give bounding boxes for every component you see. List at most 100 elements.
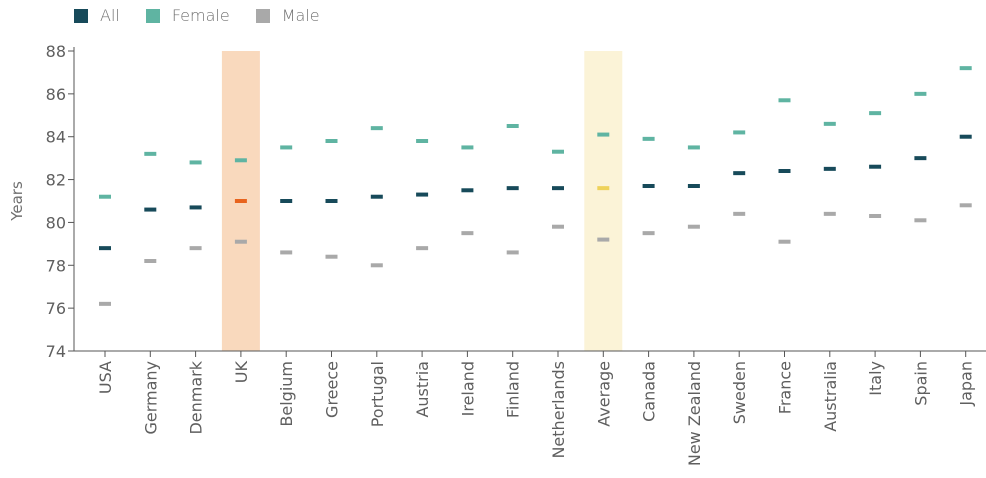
marker-all-belgium [280, 199, 293, 203]
x-tick-label: Germany [141, 361, 160, 435]
x-tick-label: Austria [413, 361, 432, 418]
legend-label-male: Male [281, 6, 320, 25]
marker-all-italy [869, 164, 882, 169]
marker-female-belgium [280, 145, 293, 150]
marker-all-ireland [461, 188, 474, 193]
marker-female-austria [416, 139, 429, 143]
marker-female-denmark [189, 160, 202, 165]
y-tick-label: 80 [46, 213, 66, 232]
marker-all-average [597, 186, 610, 191]
marker-male-new-zealand [687, 224, 700, 229]
x-tick-label: Canada [640, 361, 659, 422]
marker-all-finland [506, 186, 519, 191]
x-tick-label: Netherlands [549, 361, 568, 459]
marker-male-usa [99, 301, 111, 306]
highlight-band-average [584, 51, 623, 351]
marker-male-australia [823, 211, 836, 216]
legend: All Female Male [74, 6, 320, 25]
x-tick-label: Italy [866, 361, 885, 396]
marker-male-netherlands [552, 224, 564, 229]
marker-all-japan [959, 134, 972, 139]
marker-all-greece [325, 199, 338, 203]
marker-male-portugal [370, 263, 383, 268]
marker-all-sweden [733, 171, 746, 176]
marker-all-france [778, 169, 791, 173]
marker-male-uk [234, 239, 247, 244]
x-tick-label: Denmark [187, 360, 206, 434]
marker-all-new-zealand [687, 184, 700, 188]
marker-female-ireland [461, 145, 474, 150]
x-tick-label: Belgium [277, 361, 296, 427]
x-tick-label: Portugal [368, 361, 387, 427]
x-tick-label: Sweden [730, 361, 749, 424]
marker-all-netherlands [552, 186, 564, 191]
y-tick-label: 76 [46, 299, 66, 318]
marker-male-finland [506, 250, 519, 255]
x-tick-label: France [776, 361, 795, 414]
marker-female-germany [144, 151, 157, 156]
marker-male-denmark [189, 246, 202, 251]
legend-item-female: Female [145, 6, 230, 25]
y-tick-label: 88 [46, 42, 66, 61]
marker-female-italy [869, 111, 882, 116]
marker-female-uk [234, 158, 247, 163]
marker-female-netherlands [552, 149, 564, 154]
marker-male-greece [325, 254, 338, 259]
marker-female-sweden [733, 130, 746, 135]
x-tick-label: New Zealand [685, 361, 704, 466]
x-tick-label: Ireland [458, 361, 477, 416]
marker-female-greece [325, 139, 338, 143]
y-tick-label: 84 [46, 128, 66, 147]
legend-item-male: Male [255, 6, 320, 25]
marker-all-germany [144, 207, 157, 212]
x-tick-label: Spain [911, 361, 930, 406]
marker-male-sweden [733, 211, 746, 216]
x-tick-label: Greece [323, 361, 342, 418]
x-tick-label: UK [232, 360, 251, 383]
marker-all-uk [234, 199, 247, 203]
marker-all-portugal [370, 194, 383, 199]
marker-female-average [597, 132, 610, 137]
marker-female-australia [823, 121, 836, 126]
marker-female-france [778, 98, 791, 103]
marker-male-austria [416, 246, 429, 251]
legend-item-all: All [74, 6, 120, 25]
marker-female-finland [506, 124, 519, 128]
marker-female-new-zealand [687, 145, 700, 150]
y-tick-label: 86 [46, 85, 66, 104]
y-axis-title: Years [8, 181, 26, 222]
marker-female-usa [99, 194, 111, 199]
y-tick-label: 74 [46, 342, 66, 361]
x-tick-label: Australia [821, 361, 840, 432]
marker-all-spain [914, 156, 927, 161]
marker-male-ireland [461, 231, 474, 236]
y-tick-label: 78 [46, 256, 66, 275]
legend-label-female: Female [171, 6, 230, 25]
marker-male-spain [914, 218, 927, 223]
marker-female-canada [642, 136, 655, 141]
y-tick-label: 82 [46, 171, 66, 190]
marker-male-france [778, 239, 791, 244]
marker-male-germany [144, 259, 157, 263]
legend-swatch-female [145, 8, 160, 23]
marker-all-denmark [189, 205, 202, 210]
marker-male-average [597, 237, 610, 242]
marker-female-portugal [370, 126, 383, 131]
legend-swatch-all [74, 8, 88, 23]
marker-male-italy [869, 214, 882, 218]
marker-all-canada [642, 184, 655, 188]
marker-all-usa [99, 246, 111, 251]
legend-swatch-male [255, 8, 270, 23]
marker-female-spain [914, 91, 927, 96]
marker-male-canada [642, 231, 655, 236]
marker-female-japan [959, 66, 972, 71]
x-tick-label: Finland [504, 361, 523, 418]
x-tick-label: USA [96, 361, 115, 394]
legend-label-all: All [100, 6, 120, 25]
marker-all-australia [823, 166, 836, 171]
marker-male-japan [959, 203, 972, 208]
x-tick-label: Average [594, 361, 613, 427]
marker-all-austria [416, 192, 429, 197]
